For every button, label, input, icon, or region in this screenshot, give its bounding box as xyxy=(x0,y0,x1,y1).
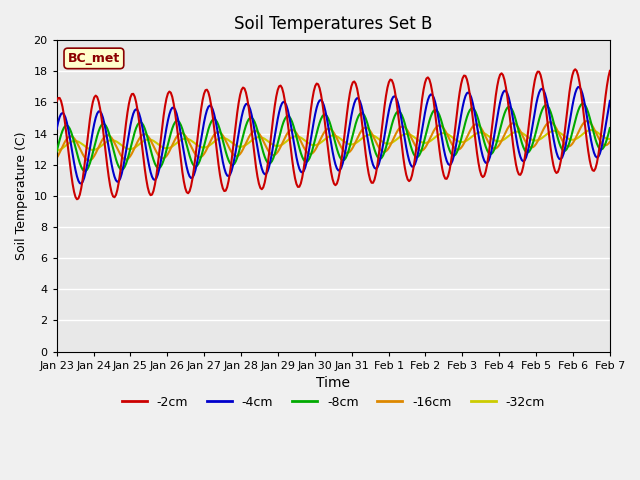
Y-axis label: Soil Temperature (C): Soil Temperature (C) xyxy=(15,132,28,260)
Text: BC_met: BC_met xyxy=(68,52,120,65)
Legend: -2cm, -4cm, -8cm, -16cm, -32cm: -2cm, -4cm, -8cm, -16cm, -32cm xyxy=(116,391,550,414)
Title: Soil Temperatures Set B: Soil Temperatures Set B xyxy=(234,15,433,33)
X-axis label: Time: Time xyxy=(316,376,350,390)
